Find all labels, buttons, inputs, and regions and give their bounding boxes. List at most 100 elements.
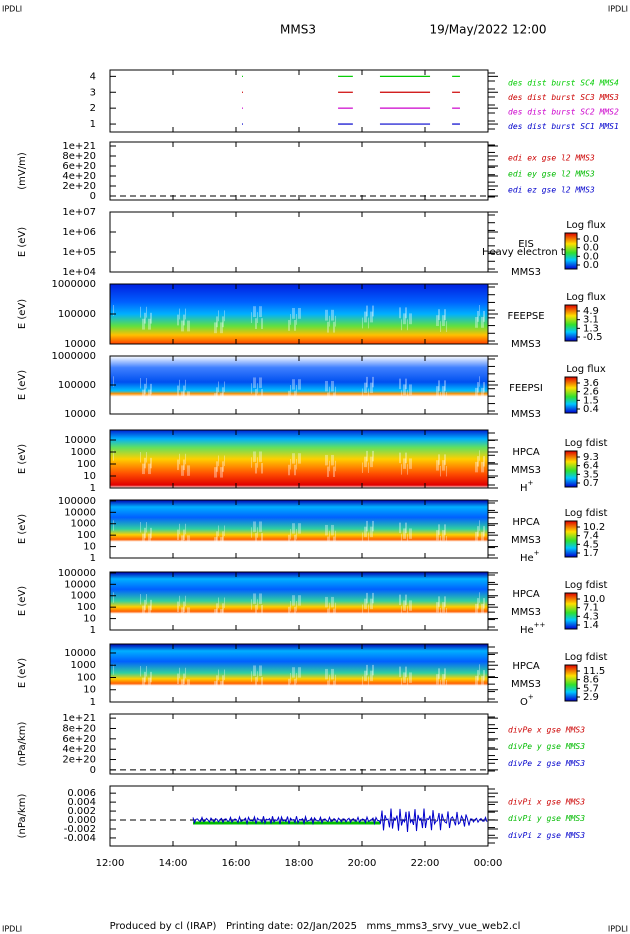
colorbar-tick-label: 5.7 — [583, 683, 599, 694]
spectrogram-texture — [113, 376, 114, 387]
spectrogram-texture — [407, 390, 408, 401]
spectrogram-texture — [140, 378, 141, 389]
spectrogram-texture — [335, 602, 336, 614]
y-tick-label: -0.002 — [64, 824, 96, 835]
x-tick-label: 00:00 — [474, 858, 503, 869]
date-title: 19/May/2022 12:00 — [429, 23, 546, 37]
spectrogram-texture — [479, 450, 480, 461]
colorbar-tick-label: 3.1 — [583, 315, 599, 326]
spectrogram — [110, 356, 488, 414]
spectrogram-texture — [185, 308, 186, 320]
legend-entry: divPi z gse MMS3 — [508, 831, 585, 840]
spectrogram-texture — [113, 450, 114, 461]
y-tick-label: 10 — [83, 685, 96, 696]
spectrogram-texture — [440, 607, 441, 619]
spectrogram-texture — [259, 451, 262, 462]
spectrogram-texture — [214, 537, 217, 548]
y-tick-label: 100 — [77, 602, 96, 613]
spectrogram-texture — [335, 460, 336, 472]
colorbar-tick-label: 0.0 — [583, 260, 599, 271]
spectrogram-texture — [403, 528, 406, 539]
spectrogram-texture — [140, 666, 141, 677]
species-base: He — [520, 553, 534, 564]
panel-frame — [109, 141, 489, 201]
spectrogram-texture — [444, 596, 446, 607]
spectrogram-texture — [364, 311, 367, 323]
species-base: He — [520, 625, 534, 636]
legend-entry: divPi y gse MMS3 — [508, 814, 585, 823]
spectrogram-texture — [403, 600, 406, 611]
spectrogram-texture — [331, 309, 334, 321]
colorbar-tick-label: 3.6 — [583, 378, 599, 389]
spectrogram-texture — [446, 535, 447, 547]
y-tick-label: 100000 — [58, 380, 96, 391]
spectrogram-texture — [290, 314, 291, 325]
panel-frame — [109, 69, 489, 133]
colorbar-title: Log fdist — [565, 438, 608, 449]
spectrogram-texture — [366, 305, 368, 317]
spectrogram-texture — [483, 526, 485, 537]
panel-frame — [109, 211, 489, 273]
spectrogram-texture — [370, 382, 373, 394]
spectrogram-texture — [405, 522, 407, 534]
y-axis-label: E (eV) — [17, 514, 28, 544]
spectrogram-texture — [405, 307, 407, 319]
spectrogram-texture — [257, 671, 258, 682]
spectrogram-texture — [216, 603, 218, 614]
y-tick-label: 10000 — [64, 579, 96, 590]
spectrogram-texture — [401, 534, 402, 545]
colorbar-title: Log flux — [566, 220, 606, 231]
y-tick-label: 1 — [90, 697, 96, 708]
spectrogram-texture — [407, 319, 408, 331]
colorbar-tick-label: 2.6 — [583, 387, 599, 398]
spectrogram-texture — [436, 602, 439, 613]
y-tick-label: 2e+20 — [62, 755, 96, 766]
spectrogram-texture — [146, 306, 147, 318]
y-tick-label: 1 — [90, 625, 96, 636]
spectrogram-texture — [288, 320, 290, 331]
legend-entry: divPi x gse MMS3 — [508, 798, 585, 807]
spectrogram-texture — [218, 597, 219, 608]
spectrogram-texture — [148, 677, 151, 689]
y-tick-label: 1e+07 — [62, 207, 96, 218]
spectrogram-texture — [444, 668, 446, 679]
spectrogram-texture — [399, 522, 401, 534]
spectrogram-texture — [296, 385, 297, 396]
spectrogram-texture — [185, 379, 186, 391]
spectrogram-texture — [407, 464, 408, 475]
spectrogram-texture — [327, 536, 329, 547]
y-tick-label: 4e+20 — [62, 171, 96, 182]
spectrogram-texture — [251, 671, 252, 682]
spectrogram-texture — [257, 312, 258, 323]
spectrogram-texture — [177, 385, 179, 397]
spectrogram-texture — [436, 530, 439, 541]
spectrogram-texture — [481, 675, 484, 687]
spectrogram-texture — [325, 380, 328, 392]
spectrogram-texture — [187, 679, 190, 690]
y-tick-label: -0.004 — [64, 833, 96, 844]
species-label: O+ — [520, 693, 534, 708]
spectrogram-texture — [364, 382, 367, 394]
spectrogram-texture — [438, 454, 440, 465]
spectrogram-texture — [148, 463, 151, 475]
spectrogram-texture — [144, 312, 146, 324]
spectrogram-texture — [479, 305, 480, 316]
spectrogram-texture — [253, 306, 256, 317]
spectrogram-texture — [364, 598, 367, 610]
spacecraft-label: MMS3 — [511, 267, 541, 278]
spectrogram-texture — [187, 320, 190, 332]
spectrogram-texture — [218, 455, 219, 466]
y-tick-label: 1e+04 — [62, 267, 96, 278]
y-tick-label: 0.006 — [67, 788, 96, 799]
spectrogram-texture — [257, 457, 258, 468]
spectrogram-texture — [146, 378, 147, 389]
spectrogram-texture — [224, 455, 225, 466]
spectrogram — [110, 284, 488, 344]
spectrogram-texture — [187, 535, 190, 546]
y-tick-label: 10000 — [64, 435, 96, 446]
y-tick-label: 10000 — [64, 409, 96, 420]
colorbar-title: Log fdist — [565, 580, 608, 591]
spectrogram-texture — [325, 454, 328, 466]
spectrogram-texture — [298, 379, 301, 390]
trace-z — [192, 808, 488, 833]
